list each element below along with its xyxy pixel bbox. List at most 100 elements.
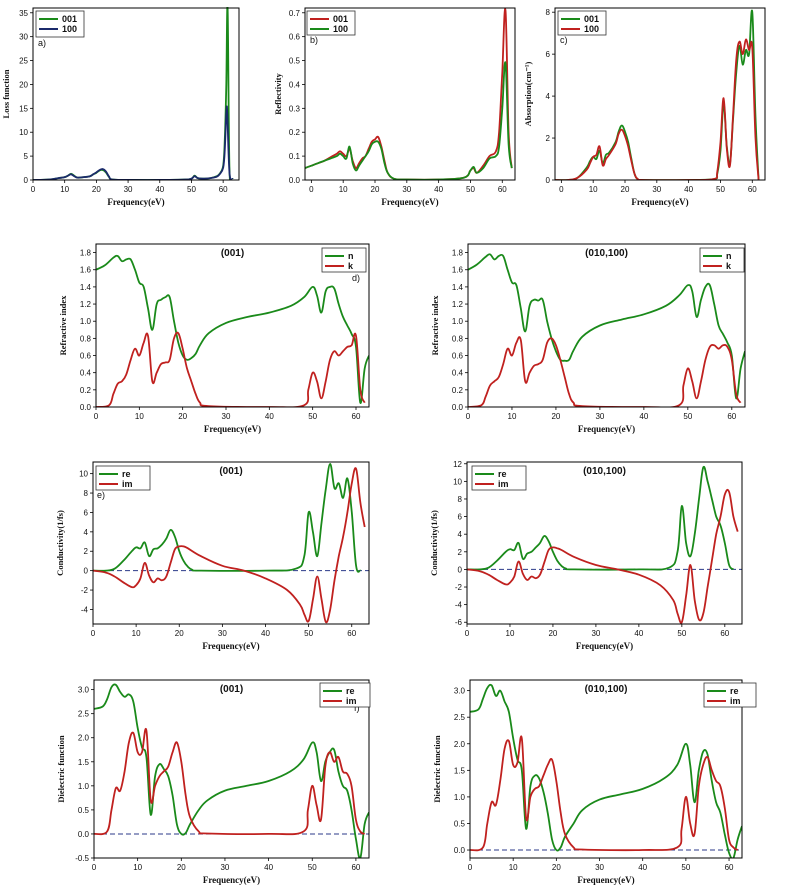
y-tick-label: 0.5 (289, 57, 301, 66)
panel-label: f) (354, 703, 360, 713)
y-tick-label: 5 (24, 152, 29, 161)
x-tick-label: 50 (308, 863, 317, 872)
x-axis-label: Frequency(eV) (203, 875, 260, 885)
y-axis-label: Dielectric function (432, 735, 442, 803)
x-tick-label: 10 (135, 412, 144, 421)
chart-f2: 0 10 20 30 40 50 60 0.0 0.5 1.0 1.5 2.0 2.5 3.0 Freque… (432, 679, 757, 885)
y-tick-label: 10 (79, 470, 88, 479)
y-tick-label: 0.4 (452, 369, 464, 378)
y-axis-label: Absorption(cm⁻¹) (523, 62, 533, 127)
y-tick-label: 0 (546, 176, 551, 185)
plot-frame (95, 243, 370, 408)
x-tick-label: 0 (466, 412, 471, 421)
x-axis-label: Frequency(eV) (204, 424, 261, 434)
series-line-n (96, 254, 369, 404)
legend-entry: n (726, 251, 732, 261)
legend: nk (699, 247, 745, 273)
x-tick-label: 20 (621, 185, 630, 194)
chart-title: (001) (221, 248, 244, 259)
y-tick-label: -6 (455, 618, 463, 627)
panel-label: d) (352, 273, 360, 283)
x-tick-label: 10 (60, 185, 69, 194)
x-tick-label: 30 (222, 412, 231, 421)
y-tick-label: 2.5 (78, 710, 90, 719)
legend-box (95, 465, 151, 491)
y-tick-label: -4 (81, 605, 89, 614)
y-tick-label: 8 (546, 8, 551, 17)
legend-entry: im (122, 479, 133, 489)
x-tick-label: 30 (652, 185, 661, 194)
legend-entry: re (346, 686, 355, 696)
x-tick-label: 60 (748, 185, 757, 194)
y-tick-label: 0.1 (289, 152, 301, 161)
x-tick-label: 60 (351, 863, 360, 872)
y-tick-label: 1.0 (452, 317, 464, 326)
panel-label: b) (310, 35, 318, 45)
legend-entry: re (730, 686, 739, 696)
y-tick-label: -4 (455, 601, 463, 610)
y-tick-label: 2 (458, 548, 463, 557)
legend-entry: 100 (333, 24, 348, 34)
y-tick-label: 0.0 (78, 830, 90, 839)
y-tick-label: 3.0 (78, 686, 90, 695)
x-tick-label: 60 (725, 863, 734, 872)
legend-entry: 001 (333, 14, 348, 24)
x-tick-label: 50 (683, 412, 692, 421)
y-tick-label: 1.4 (80, 283, 92, 292)
x-tick-label: 10 (506, 629, 515, 638)
y-tick-label: -2 (81, 586, 89, 595)
y-tick-label: 1.0 (78, 782, 90, 791)
y-tick-label: 1.8 (452, 249, 464, 258)
series-line-100 (33, 105, 234, 180)
x-tick-label: 60 (720, 629, 729, 638)
x-tick-label: 30 (595, 412, 604, 421)
x-tick-label: 10 (509, 863, 518, 872)
x-tick-label: 60 (219, 185, 228, 194)
y-tick-label: 0.6 (452, 352, 464, 361)
series-line-100 (555, 38, 760, 180)
x-tick-label: 10 (508, 412, 517, 421)
y-axis-label: Conductivity(1/fs) (429, 510, 439, 576)
y-tick-label: 0.2 (80, 386, 92, 395)
legend: nk (321, 247, 367, 273)
x-tick-label: 10 (132, 629, 141, 638)
y-tick-label: -2 (455, 583, 463, 592)
y-axis-label: Conductivity(1/fs) (55, 510, 65, 576)
chart-e1: 0 10 20 30 40 50 60 -4 -2 0 2 4 6 8 10 Frequency(eV) Con… (55, 461, 370, 651)
y-tick-label: 2.0 (78, 734, 90, 743)
x-tick-label: 50 (308, 412, 317, 421)
y-tick-label: 6 (458, 513, 463, 522)
y-tick-label: -0.5 (75, 854, 89, 863)
plot-frame (32, 7, 240, 181)
x-tick-label: 60 (352, 412, 361, 421)
y-tick-label: 0.0 (452, 403, 464, 412)
y-tick-label: 0 (84, 567, 89, 576)
x-tick-label: 0 (309, 185, 314, 194)
legend-box (306, 10, 356, 36)
panel-label: e) (97, 490, 105, 500)
legend-box (703, 682, 757, 708)
y-tick-label: 12 (453, 460, 462, 469)
plot-frame (92, 461, 370, 625)
y-tick-label: 0 (24, 176, 29, 185)
chart-title: (010,100) (583, 466, 626, 477)
x-tick-label: 20 (175, 629, 184, 638)
x-tick-label: 0 (468, 863, 473, 872)
x-axis-label: Frequency(eV) (202, 641, 259, 651)
y-tick-label: 0.6 (80, 352, 92, 361)
x-tick-label: 50 (677, 629, 686, 638)
y-tick-label: 6 (546, 50, 551, 59)
x-tick-label: 40 (638, 863, 647, 872)
legend-box (319, 682, 371, 708)
x-axis-label: Frequency(eV) (577, 875, 634, 885)
chart-title: (001) (220, 684, 243, 695)
x-tick-label: 60 (498, 185, 507, 194)
y-axis-label: Loss function (1, 69, 11, 118)
x-tick-label: 20 (371, 185, 380, 194)
y-tick-label: 0.7 (289, 9, 301, 18)
y-tick-label: 0.3 (289, 104, 301, 113)
x-tick-label: 0 (92, 863, 97, 872)
